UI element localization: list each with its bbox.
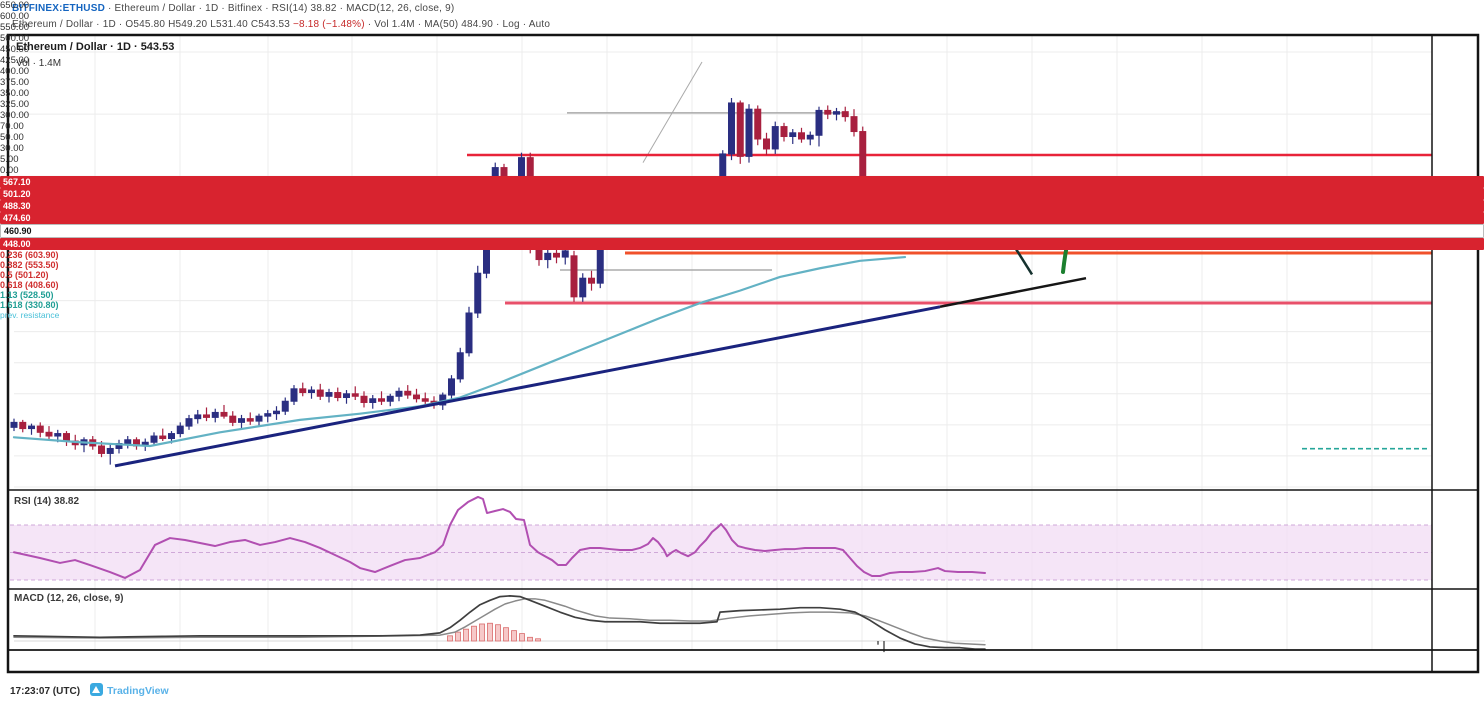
chart-legend-title[interactable]: Ethereum / Dollar · 1D · 543.53 bbox=[16, 41, 175, 53]
header-row-2: Ethereum / Dollar · 1D · O545.80 H549.20… bbox=[12, 19, 550, 30]
change-value: −8.18 (−1.48%) bbox=[293, 19, 365, 30]
chart-legend-ohlc: Vol · 1.4M bbox=[16, 58, 62, 69]
rsi-pane-label[interactable]: RSI (14) 38.82 bbox=[14, 496, 80, 507]
clock-label[interactable]: 17:23:07 (UTC) bbox=[10, 686, 81, 697]
header-row-2-extra: · Vol 1.4M · MA(50) 484.90 · Log · Auto bbox=[364, 19, 551, 30]
header-row-1: BITFINEX:ETHUSD · Ethereum / Dollar · 1D… bbox=[12, 3, 454, 14]
header-row-1-text: · Ethereum / Dollar · 1D · Bitfinex · RS… bbox=[105, 3, 455, 14]
footer: 17:23:07 (UTC) TradingView bbox=[10, 681, 169, 699]
symbol-ticker[interactable]: BITFINEX:ETHUSD bbox=[12, 3, 105, 14]
tradingview-logo-icon bbox=[90, 683, 104, 696]
macd-pane-label[interactable]: MACD (12, 26, close, 9) bbox=[14, 593, 124, 604]
ohlc-text: Ethereum / Dollar · 1D · O545.80 H549.20… bbox=[12, 19, 294, 30]
tradingview-brand-link[interactable]: TradingView bbox=[107, 685, 169, 697]
